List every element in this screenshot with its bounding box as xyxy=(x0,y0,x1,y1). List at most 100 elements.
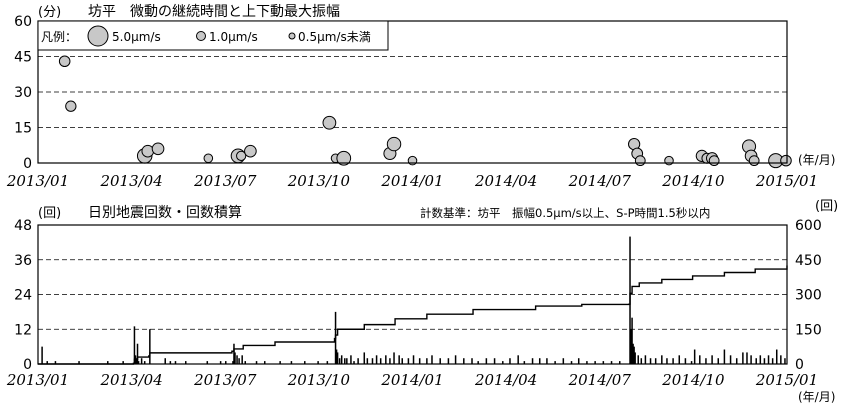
count-criteria: 計数基準：坊平 振幅0.5μm/s以上、S-P時間1.5秒以内 xyxy=(420,206,710,220)
daily-count-bar xyxy=(353,361,355,364)
duration-point xyxy=(203,153,214,164)
daily-count-bar xyxy=(234,352,236,364)
daily-count-bar xyxy=(577,358,580,364)
daily-count-bar xyxy=(554,361,556,364)
daily-count-bar xyxy=(644,355,647,364)
daily-count-bar xyxy=(135,358,138,364)
legend-label-1: 1.0μm/s xyxy=(209,30,258,44)
daily-count-bar xyxy=(326,361,329,364)
daily-count-bar xyxy=(767,355,770,364)
daily-count-bar xyxy=(122,361,124,364)
bottom-x-axis-unit: (年/月) xyxy=(798,390,835,404)
top-x-tick-label: 2014/01 xyxy=(380,172,443,190)
bottom-right-y-tick-label: 600 xyxy=(795,218,822,234)
daily-count-bar xyxy=(742,352,744,364)
top-y-tick-label: 15 xyxy=(14,121,32,137)
bottom-left-y-tick-label: 24 xyxy=(14,288,32,304)
duration-point xyxy=(664,155,674,166)
bottom-gridlines xyxy=(38,259,787,330)
bottom-x-tick-labels: 2013/01 2013/04 2013/07 2013/10 2014/01 2014/… xyxy=(6,371,818,389)
daily-count-bar xyxy=(185,361,187,364)
daily-count-bar xyxy=(755,358,757,364)
daily-count-bar xyxy=(661,355,663,364)
top-x-tick-label: 2014/07 xyxy=(568,172,632,190)
daily-count-bar xyxy=(771,358,774,364)
bottom-right-y-tick-label: 0 xyxy=(795,357,804,373)
daily-count-bar xyxy=(336,352,339,364)
bottom-x-tick-label: 2014/04 xyxy=(474,371,537,389)
daily-count-bar xyxy=(143,361,146,364)
daily-count-bar xyxy=(232,361,234,364)
daily-count-bar xyxy=(346,358,348,364)
bottom-plot-frame xyxy=(37,224,788,365)
duration-point xyxy=(336,150,352,166)
bottom-left-y-tick-label: 0 xyxy=(23,357,32,373)
duration-point xyxy=(141,144,155,158)
daily-count-bar xyxy=(471,358,473,364)
daily-count-bar xyxy=(431,355,433,364)
duration-point xyxy=(236,150,247,162)
daily-count-bar xyxy=(750,355,752,364)
daily-count-bar xyxy=(684,358,687,364)
daily-count-bar xyxy=(447,358,450,364)
daily-count-bar xyxy=(137,361,140,364)
daily-count-bar xyxy=(136,343,139,364)
duration-point xyxy=(322,115,337,130)
legend: 凡例： 5.0μm/s 1.0μm/s 0.5μm/s未満 xyxy=(37,20,389,51)
duration-amplitude-chart: (分) 坊平 微動の継続時間と上下動最大振幅 0 15 30 45 60 2013/01… xyxy=(6,3,836,190)
daily-count-bar xyxy=(304,361,306,364)
daily-count-bar xyxy=(746,352,748,364)
daily-count-bar xyxy=(350,355,352,364)
bottom-left-y-tick-label: 12 xyxy=(14,322,32,338)
top-x-tick-label: 2013/10 xyxy=(287,172,351,190)
legend-circle-05 xyxy=(288,32,296,40)
bottom-x-tick-label: 2013/07 xyxy=(193,371,257,389)
daily-count-bar xyxy=(784,358,786,364)
daily-count-bar xyxy=(634,352,636,364)
daily-count-bar xyxy=(705,358,707,364)
bottom-right-y-tick-labels: 0 150 300 450 600 xyxy=(795,218,822,373)
daily-count-bar xyxy=(225,361,227,364)
daily-count-bar xyxy=(385,355,387,364)
duration-point xyxy=(708,155,720,167)
daily-count-bar xyxy=(290,361,293,364)
daily-count-bar xyxy=(666,358,668,364)
duration-point xyxy=(748,155,760,167)
daily-count-bar xyxy=(418,358,421,364)
daily-count-bar xyxy=(562,358,565,364)
duration-point xyxy=(407,155,418,166)
top-y-tick-label: 0 xyxy=(23,156,32,172)
top-x-tick-label: 2013/07 xyxy=(193,172,257,190)
daily-count-bar xyxy=(640,358,643,364)
daily-count-bar xyxy=(531,358,534,364)
bottom-left-y-tick-label: 36 xyxy=(14,253,32,269)
bottom-left-y-tick-label: 48 xyxy=(14,218,32,234)
daily-count-bar xyxy=(610,361,613,364)
legend-circle-5 xyxy=(87,25,109,47)
daily-count-bar xyxy=(633,346,635,365)
top-plot-frame xyxy=(37,20,788,164)
daily-count-bar xyxy=(279,361,281,364)
daily-count-bar xyxy=(759,355,762,364)
daily-count-bar xyxy=(46,361,48,364)
daily-count-bar xyxy=(723,349,726,364)
daily-count-bar xyxy=(317,361,319,364)
daily-count-bar xyxy=(637,355,639,364)
daily-count-bar xyxy=(780,355,782,364)
daily-count-bar xyxy=(338,358,341,364)
top-y-tick-labels: 0 15 30 45 60 xyxy=(14,14,32,172)
duration-point xyxy=(386,136,402,152)
daily-count-bar xyxy=(238,358,240,364)
daily-count-bar xyxy=(233,343,235,364)
top-gridlines xyxy=(38,56,787,128)
legend-prefix: 凡例： xyxy=(41,30,77,44)
daily-count-bar xyxy=(632,343,634,364)
daily-count-bar xyxy=(357,358,359,364)
daily-count-bar xyxy=(711,355,713,364)
daily-count-bar xyxy=(241,355,243,364)
daily-count-bar xyxy=(699,355,701,364)
daily-count-bar xyxy=(393,352,395,364)
daily-count-bar xyxy=(41,346,43,365)
daily-count-bar xyxy=(174,361,177,364)
